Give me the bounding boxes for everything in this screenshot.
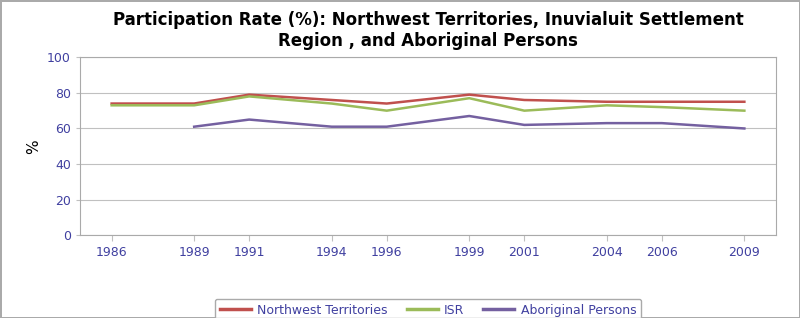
Title: Participation Rate (%): Northwest Territories, Inuvialuit Settlement
Region , an: Participation Rate (%): Northwest Territ… — [113, 11, 743, 50]
Y-axis label: %: % — [26, 139, 42, 154]
Legend: Northwest Territories, ISR, Aboriginal Persons: Northwest Territories, ISR, Aboriginal P… — [214, 299, 642, 318]
